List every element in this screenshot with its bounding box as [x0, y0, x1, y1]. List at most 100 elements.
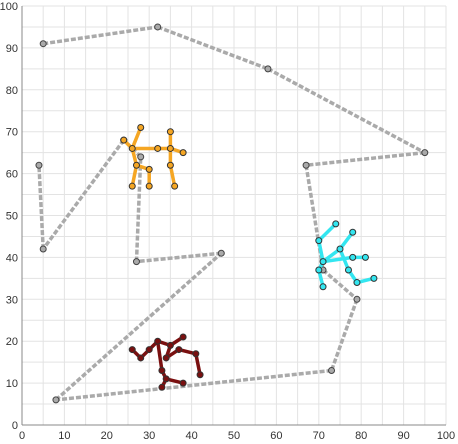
figure-point	[344, 266, 352, 274]
figure-point	[171, 182, 179, 190]
figure-point	[166, 341, 174, 349]
y-tick-label: 100	[0, 1, 18, 13]
figure-edge	[168, 163, 177, 188]
figure-point	[145, 165, 153, 173]
figure-edge	[194, 352, 202, 377]
figure-point	[349, 228, 357, 236]
figure-point	[361, 253, 369, 261]
figure-point	[145, 346, 153, 354]
figure-point	[166, 161, 174, 169]
figure-point	[332, 220, 340, 228]
y-tick-label: 20	[6, 336, 18, 348]
path-segment	[136, 251, 222, 264]
figure-point	[128, 346, 136, 354]
figure-point	[319, 283, 327, 291]
figure-edge	[338, 247, 351, 272]
path-segment	[305, 150, 425, 167]
path-segment	[157, 25, 269, 71]
figure-point	[349, 253, 357, 261]
path-point	[39, 245, 47, 253]
figure-point	[370, 274, 378, 282]
x-tick-label: 20	[101, 430, 113, 442]
x-tick-label: 10	[58, 430, 70, 442]
x-tick-label: 40	[185, 430, 197, 442]
x-tick-label: 90	[397, 430, 409, 442]
figure-point	[166, 128, 174, 136]
path-point	[302, 161, 310, 169]
y-tick-label: 60	[6, 169, 18, 181]
y-tick-label: 90	[6, 43, 18, 55]
x-tick-label: 100	[437, 430, 455, 442]
figure-point	[166, 144, 174, 152]
figure-edge	[130, 163, 139, 188]
y-tick-label: 70	[6, 127, 18, 139]
path-point	[154, 23, 162, 31]
figure-point	[158, 367, 166, 375]
path-point	[52, 396, 60, 404]
figure-1	[120, 124, 187, 190]
path-segment	[134, 156, 143, 262]
figure-point	[319, 258, 327, 266]
figure-point	[353, 279, 361, 287]
figure-point	[162, 354, 170, 362]
x-tick-label: 50	[228, 430, 240, 442]
figure-point	[137, 124, 145, 132]
path-segment	[329, 298, 359, 372]
figure-edge	[317, 238, 325, 264]
x-tick-label: 80	[355, 430, 367, 442]
x-tick-label: 60	[270, 430, 282, 442]
y-tick-label: 30	[6, 294, 18, 306]
figure-edge	[317, 222, 338, 243]
figure-3	[128, 333, 204, 391]
path-point	[137, 153, 145, 161]
figure-point	[162, 375, 170, 383]
figure-point	[158, 383, 166, 391]
path-segment	[267, 67, 426, 155]
figure-point	[315, 237, 323, 245]
path-segment	[321, 268, 359, 301]
path-point	[353, 295, 361, 303]
figure-point	[137, 354, 145, 362]
path-point	[217, 249, 225, 257]
y-tick-label: 0	[12, 420, 18, 432]
path-point	[421, 149, 429, 157]
x-tick-label: 0	[19, 430, 25, 442]
figure-point	[336, 245, 344, 253]
path-point	[264, 65, 272, 73]
figure-2	[315, 220, 378, 291]
figure-point	[128, 144, 136, 152]
figure-edge	[155, 339, 164, 373]
path-point	[39, 40, 47, 48]
figure-point	[154, 144, 162, 152]
figure-point	[315, 266, 323, 274]
figure-point	[120, 136, 128, 144]
grid	[21, 5, 447, 426]
figure-point	[192, 350, 200, 358]
figure-point	[179, 379, 187, 387]
x-tick-label: 30	[143, 430, 155, 442]
axes	[21, 6, 446, 426]
figure-point	[132, 161, 140, 169]
x-tick-label: 70	[313, 430, 325, 442]
y-tick-label: 50	[6, 211, 18, 223]
figure-point	[128, 182, 136, 190]
path-segment	[55, 368, 332, 402]
figure-point	[175, 346, 183, 354]
path-point	[35, 161, 43, 169]
figure-edge	[130, 125, 143, 151]
figure-point	[179, 149, 187, 157]
y-tick-label: 40	[6, 252, 18, 264]
path-point	[328, 367, 336, 375]
path-segment	[54, 251, 223, 402]
figure-edge	[338, 230, 355, 251]
figure-series	[120, 124, 378, 391]
figure-point	[154, 337, 162, 345]
figure-point	[196, 371, 204, 379]
path-series	[35, 23, 429, 404]
figure-point	[145, 182, 153, 190]
path-point	[132, 258, 140, 266]
y-tick-label: 80	[6, 85, 18, 97]
figure-edge	[321, 255, 355, 264]
